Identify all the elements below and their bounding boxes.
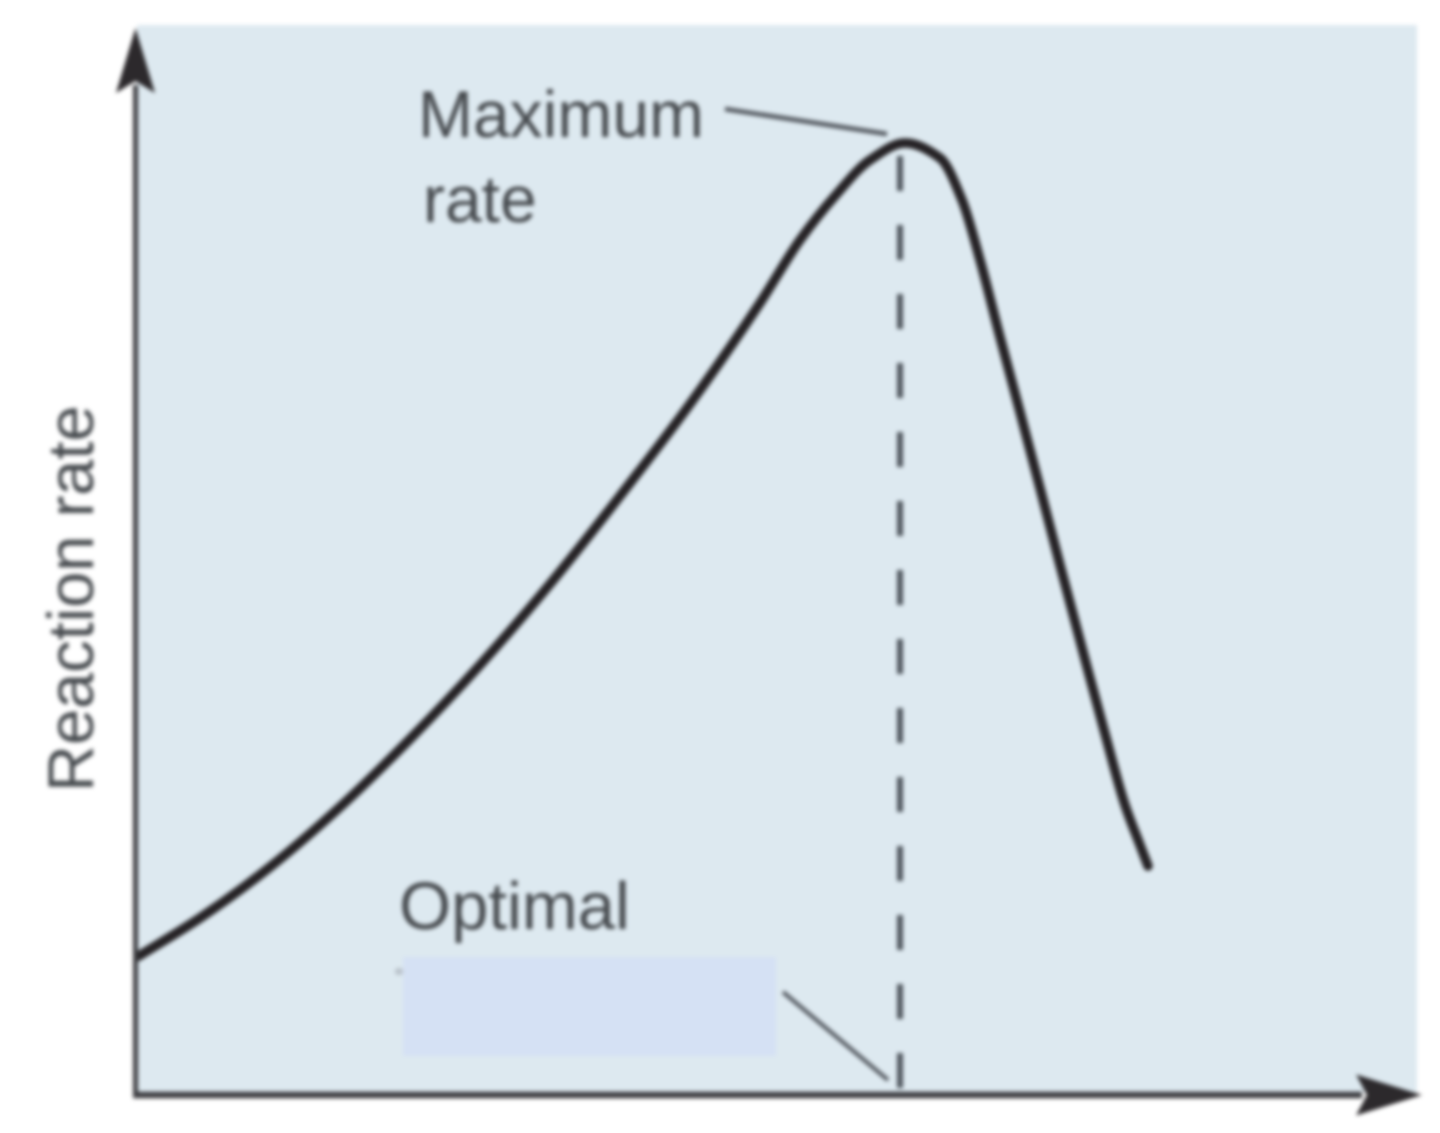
svg-text:rate: rate [423,162,537,236]
svg-text:Optimal: Optimal [399,869,630,944]
svg-text:Reaction rate: Reaction rate [34,405,107,792]
svg-text:Maximum: Maximum [418,77,704,151]
